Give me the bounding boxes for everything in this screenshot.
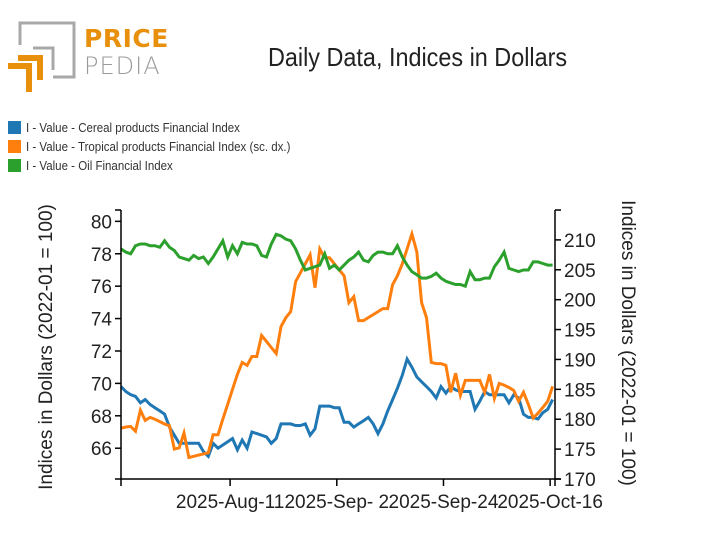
legend-swatch-tropical [8, 140, 21, 153]
legend-label-cereal: I - Value - Cereal products Financial In… [26, 120, 240, 135]
y-left-tick-label: 80 [91, 212, 112, 233]
x-tick-label: 2025-Aug-11 [176, 492, 284, 513]
y-left-tick-label: 76 [91, 277, 112, 298]
logo-text-price: PRICE [84, 24, 169, 53]
legend-label-tropical: I - Value - Tropical products Financial … [26, 139, 291, 154]
series-layer [119, 228, 555, 460]
y-axis-right-title: Indices in Dollars (2022-01 = 100) [617, 200, 638, 486]
legend-item-oil[interactable]: I - Value - Oil Financial Index [8, 156, 313, 175]
y-right-tick-label: 205 [564, 261, 596, 282]
y-axis-left-title: Indices in Dollars (2022-01 = 100) [36, 204, 57, 490]
y-right-tick-label: 210 [564, 231, 596, 252]
axes-layer: 66 68 70 72 74 76 78 80 170 175 180 185 190 195 200 205… [91, 209, 603, 513]
y-left-tick-label: 78 [91, 245, 112, 266]
chart-title: Daily Data, Indices in Dollars [268, 42, 568, 72]
y-right-tick-label: 180 [564, 410, 596, 431]
y-right-tick-label: 175 [564, 440, 596, 461]
y-left-tick-label: 74 [91, 310, 113, 331]
y-left-tick-label: 68 [91, 407, 112, 428]
x-tick-label: 2025-Sep-24 [389, 492, 499, 513]
x-tick-label: 2025-Oct-16 [497, 492, 603, 513]
legend-swatch-cereal [8, 121, 21, 134]
series-line-oil [120, 232, 553, 289]
legend-label-oil: I - Value - Oil Financial Index [26, 158, 173, 173]
y-left-tick-label: 72 [91, 342, 112, 363]
legend: I - Value - Cereal products Financial In… [8, 118, 313, 175]
x-tick-label: 2025-Sep- 2 [284, 492, 389, 513]
y-left-tick-label: 70 [91, 374, 112, 395]
legend-item-tropical[interactable]: I - Value - Tropical products Financial … [8, 137, 313, 156]
legend-item-cereal[interactable]: I - Value - Cereal products Financial In… [8, 118, 313, 137]
y-right-tick-label: 195 [564, 321, 596, 342]
y-left-tick-label: 66 [91, 439, 112, 460]
y-right-tick-label: 170 [564, 470, 596, 491]
series-line-cereal [119, 355, 554, 459]
logo-mark-icon [8, 21, 76, 92]
logo-text-pedia: PEDIA [84, 52, 161, 80]
pricepedia-logo: PRICE PEDIA [6, 20, 169, 95]
legend-swatch-oil [8, 159, 21, 172]
y-right-tick-label: 190 [564, 350, 596, 371]
y-right-tick-label: 185 [564, 380, 596, 401]
y-right-tick-label: 200 [564, 291, 596, 312]
